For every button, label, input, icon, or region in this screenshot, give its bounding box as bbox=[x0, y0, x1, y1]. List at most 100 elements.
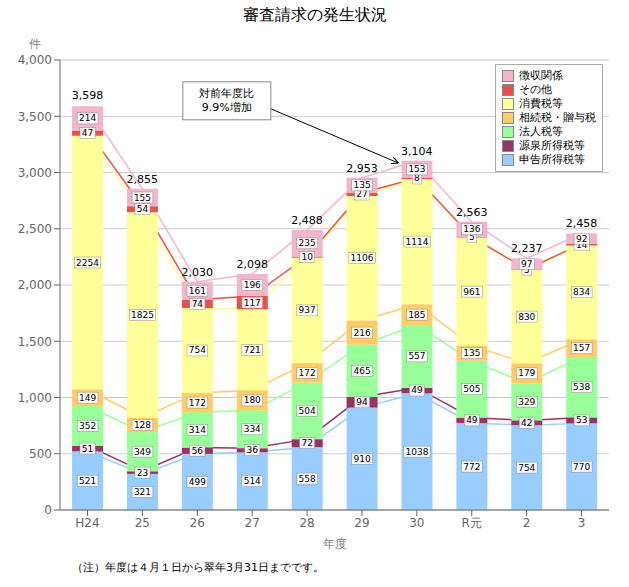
svg-text:500: 500 bbox=[29, 447, 52, 461]
svg-text:314: 314 bbox=[189, 425, 206, 435]
svg-text:件: 件 bbox=[29, 37, 41, 51]
svg-text:51: 51 bbox=[82, 444, 93, 454]
svg-text:2254: 2254 bbox=[76, 258, 99, 268]
svg-text:196: 196 bbox=[244, 280, 261, 290]
svg-text:28: 28 bbox=[299, 516, 314, 530]
svg-text:2,237: 2,237 bbox=[511, 242, 543, 255]
svg-text:180: 180 bbox=[244, 395, 261, 405]
svg-text:128: 128 bbox=[134, 420, 151, 430]
svg-text:2,855: 2,855 bbox=[127, 173, 159, 186]
svg-text:135: 135 bbox=[353, 180, 370, 190]
svg-text:56: 56 bbox=[192, 446, 204, 456]
svg-text:135: 135 bbox=[463, 348, 480, 358]
svg-text:3: 3 bbox=[578, 516, 586, 530]
svg-text:721: 721 bbox=[244, 345, 261, 355]
svg-text:2,000: 2,000 bbox=[18, 278, 52, 292]
svg-text:1825: 1825 bbox=[131, 310, 154, 320]
svg-text:499: 499 bbox=[189, 477, 206, 487]
svg-text:216: 216 bbox=[353, 328, 370, 338]
svg-text:3,500: 3,500 bbox=[18, 110, 52, 124]
svg-text:72: 72 bbox=[301, 438, 312, 448]
svg-text:538: 538 bbox=[573, 382, 590, 392]
svg-text:23: 23 bbox=[137, 468, 148, 478]
svg-text:54: 54 bbox=[137, 204, 149, 214]
svg-text:2,098: 2,098 bbox=[236, 258, 268, 271]
svg-text:1,000: 1,000 bbox=[18, 391, 52, 405]
svg-text:1114: 1114 bbox=[406, 237, 429, 247]
svg-text:30: 30 bbox=[409, 516, 424, 530]
svg-text:830: 830 bbox=[518, 312, 535, 322]
svg-text:521: 521 bbox=[79, 476, 96, 486]
svg-text:2,488: 2,488 bbox=[291, 214, 323, 227]
html-text:審査請求の発生状況: 審査請求の発生状況 bbox=[242, 5, 387, 24]
svg-text:352: 352 bbox=[79, 421, 96, 431]
svg-text:149: 149 bbox=[79, 393, 96, 403]
svg-text:161: 161 bbox=[189, 286, 206, 296]
svg-text:185: 185 bbox=[408, 310, 425, 320]
svg-text:153: 153 bbox=[408, 164, 425, 174]
svg-text:3,000: 3,000 bbox=[18, 166, 52, 180]
svg-text:504: 504 bbox=[299, 406, 316, 416]
svg-text:対前年度比9.9%増加: 対前年度比9.9%増加 bbox=[199, 87, 254, 114]
svg-text:74: 74 bbox=[192, 299, 204, 309]
svg-text:3,104: 3,104 bbox=[401, 145, 433, 158]
svg-text:349: 349 bbox=[134, 447, 151, 457]
html-text:その他: その他 bbox=[519, 83, 552, 96]
svg-text:910: 910 bbox=[353, 454, 370, 464]
svg-text:172: 172 bbox=[189, 398, 206, 408]
svg-text:49: 49 bbox=[411, 385, 423, 395]
svg-text:514: 514 bbox=[244, 476, 261, 486]
svg-text:94: 94 bbox=[356, 397, 368, 407]
svg-text:770: 770 bbox=[573, 462, 590, 472]
svg-text:1106: 1106 bbox=[351, 253, 374, 263]
svg-text:754: 754 bbox=[518, 463, 535, 473]
svg-text:214: 214 bbox=[79, 113, 96, 123]
svg-text:49: 49 bbox=[466, 415, 478, 425]
svg-text:3,598: 3,598 bbox=[72, 89, 104, 102]
svg-text:4,000: 4,000 bbox=[18, 53, 52, 67]
svg-text:1038: 1038 bbox=[406, 447, 429, 457]
svg-text:2,500: 2,500 bbox=[18, 222, 52, 236]
svg-text:772: 772 bbox=[463, 462, 480, 472]
svg-text:47: 47 bbox=[82, 128, 93, 138]
svg-text:117: 117 bbox=[244, 298, 261, 308]
svg-text:179: 179 bbox=[518, 368, 535, 378]
svg-text:36: 36 bbox=[247, 445, 259, 455]
svg-text:834: 834 bbox=[573, 287, 590, 297]
svg-text:92: 92 bbox=[576, 234, 587, 244]
svg-text:235: 235 bbox=[299, 238, 316, 248]
svg-text:29: 29 bbox=[354, 516, 369, 530]
svg-text:26: 26 bbox=[190, 516, 205, 530]
svg-text:10: 10 bbox=[301, 252, 313, 262]
svg-text:157: 157 bbox=[573, 343, 590, 353]
svg-text:2: 2 bbox=[523, 516, 531, 530]
svg-text:334: 334 bbox=[244, 424, 261, 434]
svg-text:961: 961 bbox=[463, 287, 480, 297]
svg-text:42: 42 bbox=[521, 418, 532, 428]
svg-text:2,953: 2,953 bbox=[346, 162, 378, 175]
svg-text:136: 136 bbox=[463, 224, 480, 234]
svg-text:1,500: 1,500 bbox=[18, 335, 52, 349]
svg-text:53: 53 bbox=[576, 415, 587, 425]
svg-text:2,458: 2,458 bbox=[566, 217, 598, 230]
svg-text:H24: H24 bbox=[75, 516, 99, 530]
svg-text:321: 321 bbox=[134, 487, 151, 497]
svg-text:2,030: 2,030 bbox=[182, 266, 214, 279]
html-text:徴収関係: 徴収関係 bbox=[519, 69, 563, 82]
svg-text:172: 172 bbox=[299, 368, 316, 378]
svg-text:557: 557 bbox=[408, 351, 425, 361]
svg-text:754: 754 bbox=[189, 345, 206, 355]
svg-text:2,563: 2,563 bbox=[456, 206, 488, 219]
svg-text:329: 329 bbox=[518, 397, 535, 407]
svg-text:年度: 年度 bbox=[323, 537, 347, 551]
svg-text:937: 937 bbox=[299, 305, 316, 315]
svg-text:0: 0 bbox=[44, 503, 52, 517]
svg-text:155: 155 bbox=[134, 193, 151, 203]
svg-text:558: 558 bbox=[299, 474, 316, 484]
svg-text:25: 25 bbox=[135, 516, 150, 530]
svg-text:R元: R元 bbox=[462, 516, 482, 530]
svg-text:97: 97 bbox=[521, 259, 532, 269]
svg-text:505: 505 bbox=[463, 384, 480, 394]
svg-text:27: 27 bbox=[245, 516, 260, 530]
svg-text:465: 465 bbox=[353, 366, 370, 376]
